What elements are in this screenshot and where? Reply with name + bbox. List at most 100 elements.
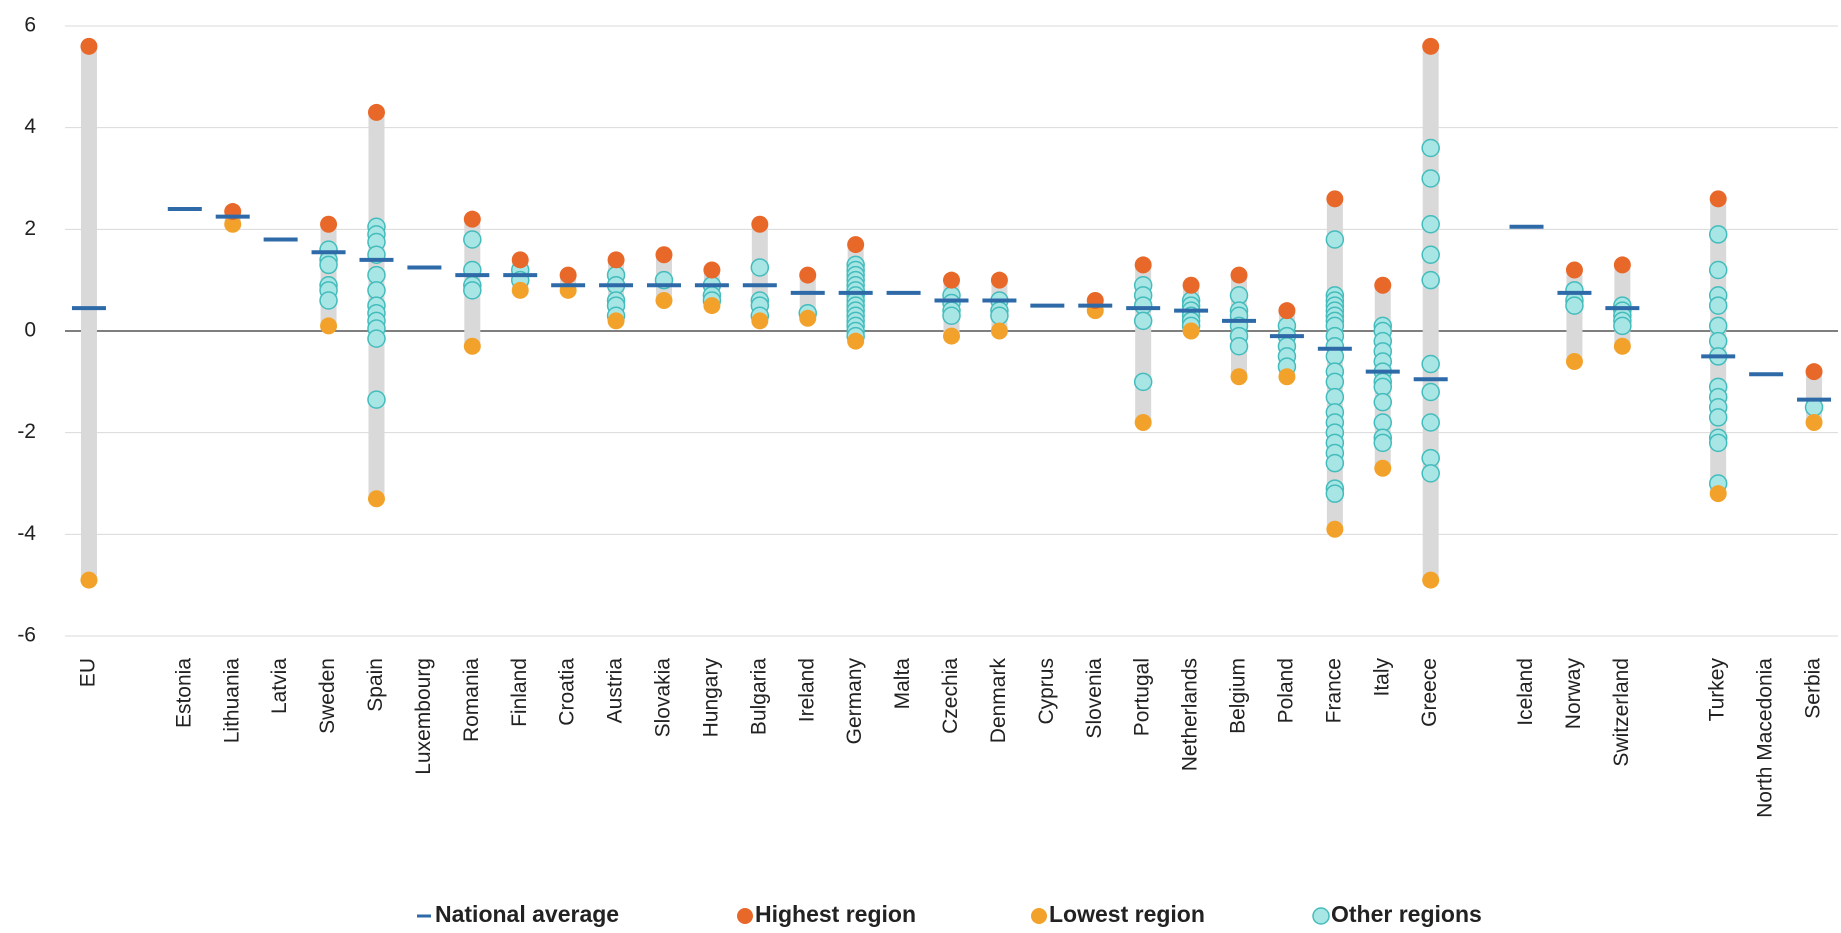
lowest-region-dot: [511, 281, 529, 299]
lowest-region-dot: [1230, 368, 1248, 386]
lowest-region-dot: [1326, 520, 1344, 538]
lowest-region-dot: [799, 309, 817, 327]
other-region-dot: [1421, 245, 1440, 264]
highest-region-dot: [1182, 276, 1200, 294]
y-tick-label: -6: [17, 624, 36, 647]
highest-region-dot: [751, 215, 769, 233]
lowest-region-dot: [607, 312, 625, 330]
highest-region-dot: [1613, 256, 1631, 274]
other-region-dot: [1325, 230, 1345, 249]
lowest-region-dot: [320, 317, 338, 335]
x-tick-label: Finland: [508, 658, 531, 727]
x-tick-label: Cyprus: [1035, 658, 1058, 725]
lowest-region-dot: [1709, 485, 1727, 503]
y-tick-label: 0: [24, 319, 36, 342]
other-region-dot: [990, 306, 1009, 325]
lowest-region-dot: [943, 327, 960, 345]
other-region-dot: [1421, 138, 1440, 158]
x-tick-label: Spain: [364, 658, 387, 712]
x-tick-label: Hungary: [699, 658, 722, 738]
x-tick-label: Austria: [604, 658, 627, 724]
other-region-dot: [942, 306, 961, 325]
x-tick-label: Slovenia: [1083, 658, 1106, 739]
lowest-region-dot: [1422, 571, 1440, 589]
other-region-dot: [319, 255, 338, 275]
x-tick-label: Malta: [891, 658, 914, 710]
other-region-dot: [367, 265, 386, 285]
highest-region-dot: [1134, 256, 1152, 274]
lowest-region-dot: [367, 490, 385, 508]
lowest-region-dot: [990, 322, 1008, 340]
y-tick-label: 4: [24, 115, 36, 138]
other-region-dot: [1708, 408, 1728, 427]
x-tick-label: Romania: [460, 658, 483, 742]
legend-marker: [737, 908, 753, 924]
lowest-region-dot: [1613, 337, 1631, 355]
x-tick-label: Slovakia: [652, 658, 675, 738]
highest-region-dot: [511, 251, 529, 269]
range-bar: [80, 46, 97, 581]
y-tick-label: 6: [24, 14, 36, 37]
other-region-dot: [1421, 464, 1440, 483]
other-region-dot: [1613, 316, 1632, 336]
other-region-dot: [1708, 433, 1728, 453]
x-tick-label: France: [1322, 658, 1345, 723]
x-tick-label: EU: [77, 658, 100, 687]
lowest-region-dot: [1278, 368, 1296, 386]
highest-region-dot: [1422, 37, 1440, 55]
highest-region-dot: [559, 266, 577, 284]
other-region-dot: [1708, 296, 1728, 315]
other-region-dot: [1325, 372, 1345, 392]
lowest-region-dot: [1565, 353, 1583, 370]
legend-marker: [1312, 907, 1330, 925]
x-tick-label: Norway: [1562, 658, 1585, 730]
x-tick-label: Belgium: [1227, 658, 1250, 734]
highest-region-dot: [990, 271, 1008, 289]
x-tick-label: Denmark: [987, 658, 1010, 744]
other-region-dot: [1421, 169, 1440, 188]
highest-region-dot: [655, 246, 673, 264]
highest-region-dot: [1278, 302, 1296, 320]
y-tick-label: 2: [24, 217, 36, 240]
x-tick-label: Bulgaria: [747, 658, 770, 735]
other-region-dot: [1421, 215, 1440, 234]
highest-region-dot: [1230, 266, 1248, 284]
highest-region-dot: [703, 261, 721, 279]
other-region-dot: [1565, 296, 1584, 315]
other-region-dot: [1325, 387, 1345, 407]
other-region-dot: [1325, 453, 1345, 473]
x-tick-label: Croatia: [556, 658, 579, 726]
highest-region-dot: [1805, 363, 1823, 381]
other-region-dot: [1133, 296, 1153, 315]
other-region-dot: [1708, 260, 1728, 280]
other-region-dot: [1133, 372, 1153, 392]
other-region-dot: [1421, 382, 1440, 402]
lowest-region-dot: [1182, 322, 1200, 340]
other-region-dot: [367, 329, 386, 348]
x-tick-label: Switzerland: [1610, 658, 1633, 767]
range-bar: [320, 224, 337, 326]
legend-marker: [1031, 908, 1047, 924]
x-tick-label: Poland: [1274, 658, 1297, 723]
x-tick-label: North Macedonia: [1754, 658, 1777, 818]
lowest-region-dot: [1805, 414, 1823, 431]
other-region-dot: [1421, 270, 1440, 290]
legend-label: Highest region: [755, 901, 916, 927]
lowest-region-dot: [847, 332, 865, 350]
highest-region-dot: [367, 103, 385, 121]
other-region-dot: [1229, 286, 1249, 305]
x-tick-label: Germany: [843, 658, 866, 745]
other-region-dot: [1373, 413, 1393, 432]
highest-region-dot: [847, 236, 865, 254]
x-tick-label: Iceland: [1514, 658, 1537, 726]
other-region-dot: [1421, 448, 1440, 468]
highest-region-dot: [1565, 261, 1583, 279]
other-region-dot: [750, 258, 770, 277]
lowest-region-dot: [463, 337, 481, 355]
legend-label: Other regions: [1331, 901, 1482, 927]
x-tick-label: Estonia: [172, 658, 195, 728]
x-tick-label: Lithuania: [220, 658, 243, 744]
other-region-dot: [1373, 433, 1393, 453]
highest-region-dot: [320, 215, 338, 233]
lowest-region-dot: [703, 297, 721, 315]
